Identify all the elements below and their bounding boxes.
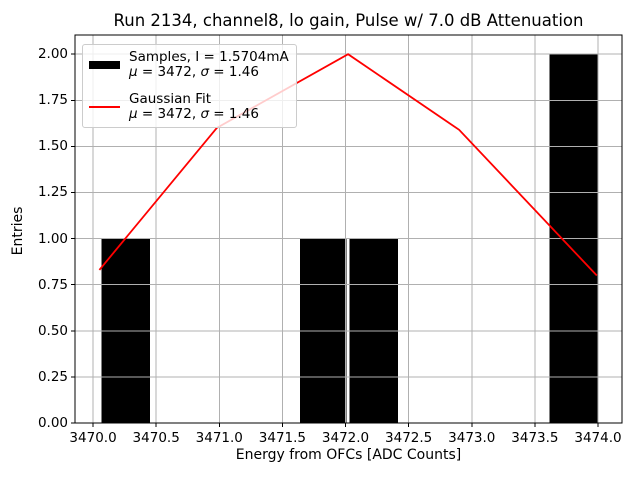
gaussian-fit-line <box>98 53 598 277</box>
x-tick-label: 3470.0 <box>69 430 117 446</box>
legend-fit-stats: μ = 3472, σ = 1.46 <box>129 106 259 122</box>
legend-samples-stats: μ = 3472, σ = 1.46 <box>129 64 259 80</box>
legend-entry-gaussian-fit: Gaussian Fit μ = 3472, σ = 1.46 <box>89 92 290 122</box>
y-tick-label: 1.75 <box>37 92 68 109</box>
x-tick-label: 3473.5 <box>511 430 559 446</box>
legend-fit-label: Gaussian Fit <box>129 91 212 107</box>
x-tick-label: 3474.0 <box>574 430 622 446</box>
plot-border <box>74 34 623 424</box>
x-tick-label: 3471.5 <box>258 430 307 446</box>
y-tick-label: 2.00 <box>37 46 68 63</box>
x-tick-label: 3471.0 <box>195 430 243 446</box>
x-tick-label: 3470.5 <box>132 430 180 446</box>
y-tick-label: 1.50 <box>37 138 68 155</box>
chart-title: Run 2134, channel8, lo gain, Pulse w/ 7.… <box>113 11 584 30</box>
y-tick-label: 0.75 <box>37 276 68 293</box>
legend: Samples, I = 1.5704mA μ = 3472, σ = 1.46… <box>82 44 297 128</box>
x-tick-label: 3472.5 <box>385 430 433 446</box>
legend-entry-samples: Samples, I = 1.5704mA μ = 3472, σ = 1.46 <box>89 50 290 80</box>
y-tick-label: 1.00 <box>37 230 68 247</box>
legend-samples-label: Samples, I = 1.5704mA <box>129 49 289 65</box>
y-tick-label: 0.50 <box>37 322 68 339</box>
y-axis-label: Entries <box>10 206 26 256</box>
samples-swatch-icon <box>89 61 120 69</box>
gaussian-fit-swatch-icon <box>89 106 120 108</box>
x-axis-label: Energy from OFCs [ADC Counts] <box>235 447 462 463</box>
x-tick-label: 3472.0 <box>321 430 370 446</box>
y-tick-label: 0.25 <box>37 368 68 385</box>
x-tick-label: 3473.0 <box>448 430 496 446</box>
y-tick-label: 1.25 <box>37 184 68 201</box>
y-tick-label: 0.00 <box>37 415 68 431</box>
